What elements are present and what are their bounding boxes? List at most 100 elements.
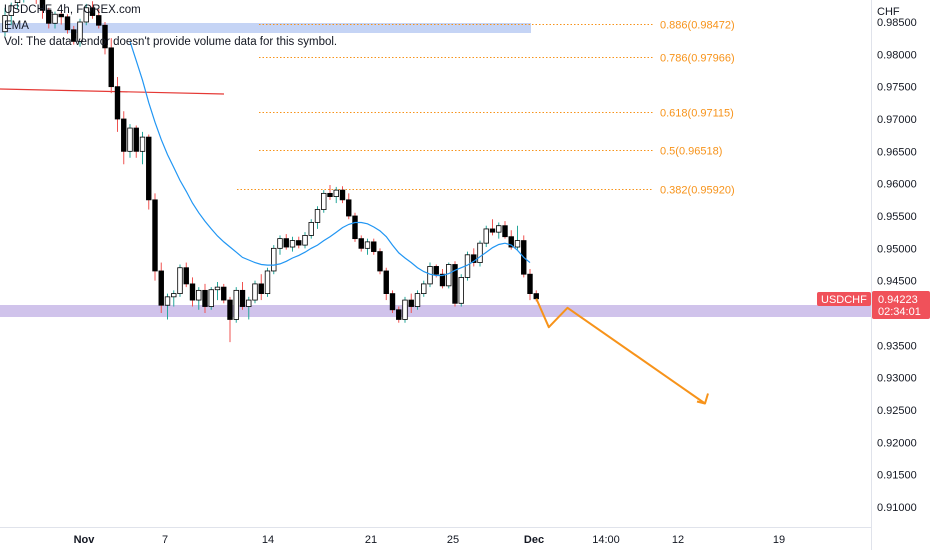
- candle-body: [503, 226, 508, 237]
- candle-body: [446, 265, 451, 286]
- candle-body: [290, 241, 295, 247]
- candle-body: [303, 235, 308, 245]
- symbol-info[interactable]: USDCHF, 4h, FOREX.com: [4, 2, 337, 18]
- support-zone[interactable]: [0, 305, 871, 317]
- candle-body: [109, 48, 114, 87]
- price-tick-label: 0.94500: [877, 276, 917, 288]
- price-tick-label: 0.98500: [877, 17, 917, 29]
- candle-body: [528, 274, 533, 293]
- price-tick-label: 0.95500: [877, 211, 917, 223]
- candle-body: [478, 243, 483, 262]
- candle-body: [390, 294, 395, 310]
- candle-body: [209, 290, 214, 307]
- fib-level-label: 0.618(0.97115): [660, 108, 734, 120]
- candle-body: [171, 294, 176, 297]
- candle-body: [128, 128, 133, 151]
- price-tick-label: 0.96000: [877, 179, 917, 191]
- fib-level-label: 0.786(0.97966): [660, 53, 735, 65]
- candle-body: [165, 297, 170, 305]
- candle-body: [221, 287, 226, 300]
- candle-body: [409, 300, 414, 306]
- candle-body: [421, 284, 426, 294]
- candle-body: [184, 268, 189, 284]
- candle-body: [196, 290, 201, 300]
- price-tick-label: 0.93500: [877, 340, 917, 352]
- candle-body: [246, 300, 251, 306]
- candle-body: [309, 222, 314, 235]
- candle-body: [265, 271, 270, 294]
- time-tick-label: 21: [365, 534, 377, 546]
- candle-body: [190, 284, 195, 300]
- candle-body: [346, 200, 351, 216]
- symbol-tag-text: USDCHF: [821, 294, 867, 306]
- candle-body: [328, 193, 333, 196]
- time-tick-label: Nov: [74, 534, 96, 546]
- candle-body: [496, 226, 501, 232]
- price-tick-label: 0.95000: [877, 243, 917, 255]
- volume-notice: Vol: The data vendor doesn't provide vol…: [4, 34, 337, 50]
- candle-body: [140, 137, 145, 151]
- candle-body: [515, 241, 520, 247]
- candle-body: [434, 266, 439, 274]
- candle-body: [384, 271, 389, 294]
- candles: [3, 0, 539, 342]
- ema-line-path: [130, 41, 530, 275]
- candle-body: [115, 87, 120, 119]
- candle-body: [321, 193, 326, 209]
- trend-line[interactable]: [0, 89, 224, 94]
- candle-body: [428, 266, 433, 283]
- price-tick-label: 0.92500: [877, 405, 917, 417]
- time-axis[interactable]: Nov 7 14 21 25 Dec 14:00 12 19: [74, 534, 786, 546]
- fib-level-label: 0.886(0.98472): [660, 20, 735, 32]
- candle-body: [146, 137, 151, 200]
- candle-body: [359, 239, 364, 249]
- candle-body: [403, 300, 408, 319]
- fib-level-label: 0.382(0.95920): [660, 185, 735, 197]
- chart-legend: USDCHF, 4h, FOREX.com EMA Vol: The data …: [4, 2, 337, 50]
- time-tick-label: 12: [672, 534, 684, 546]
- candle-body: [459, 277, 464, 303]
- price-tick-label: 0.92000: [877, 437, 917, 449]
- ema-line: [130, 41, 530, 275]
- candle-body: [159, 271, 164, 305]
- price-tag-countdown: 02:34:01: [878, 306, 921, 318]
- candle-body: [253, 284, 258, 300]
- candle-body: [340, 190, 345, 200]
- price-tick-label: 0.98000: [877, 49, 917, 61]
- time-tick-label: 14: [262, 534, 274, 546]
- candle-body: [334, 190, 339, 196]
- candle-body: [534, 294, 539, 299]
- candle-body: [396, 310, 401, 320]
- candle-body: [365, 242, 370, 248]
- candle-body: [278, 239, 283, 249]
- candle-body: [234, 290, 239, 319]
- fib-level-label: 0.5(0.96518): [660, 146, 722, 158]
- price-tick-label: 0.97500: [877, 82, 917, 94]
- candle-body: [371, 242, 376, 252]
- price-tick-label: 0.96500: [877, 146, 917, 158]
- candle-body: [378, 252, 383, 271]
- candle-body: [121, 119, 126, 151]
- candle-body: [284, 239, 289, 247]
- price-axis[interactable]: 0.98500 0.98000 0.97500 0.97000 0.96500 0.960…: [877, 17, 917, 514]
- candle-body: [484, 229, 489, 243]
- candle-body: [296, 241, 301, 246]
- candle-body: [315, 210, 320, 223]
- candle-body: [415, 294, 420, 307]
- price-tick-label: 0.93000: [877, 373, 917, 385]
- candle-body: [134, 128, 139, 151]
- time-tick-label: 19: [773, 534, 785, 546]
- price-tick-label: 0.91000: [877, 502, 917, 514]
- candle-body: [240, 290, 245, 306]
- time-tick-label: 14:00: [592, 534, 620, 546]
- time-tick-label: Dec: [524, 534, 544, 546]
- time-tick-label: 25: [447, 534, 459, 546]
- candle-body: [271, 248, 276, 271]
- candle-body: [490, 229, 495, 232]
- candle-body: [178, 268, 183, 294]
- ema-indicator-label[interactable]: EMA: [4, 18, 337, 34]
- price-tick-label: 0.97000: [877, 114, 917, 126]
- candle-body: [353, 216, 358, 239]
- candle-body: [215, 287, 220, 290]
